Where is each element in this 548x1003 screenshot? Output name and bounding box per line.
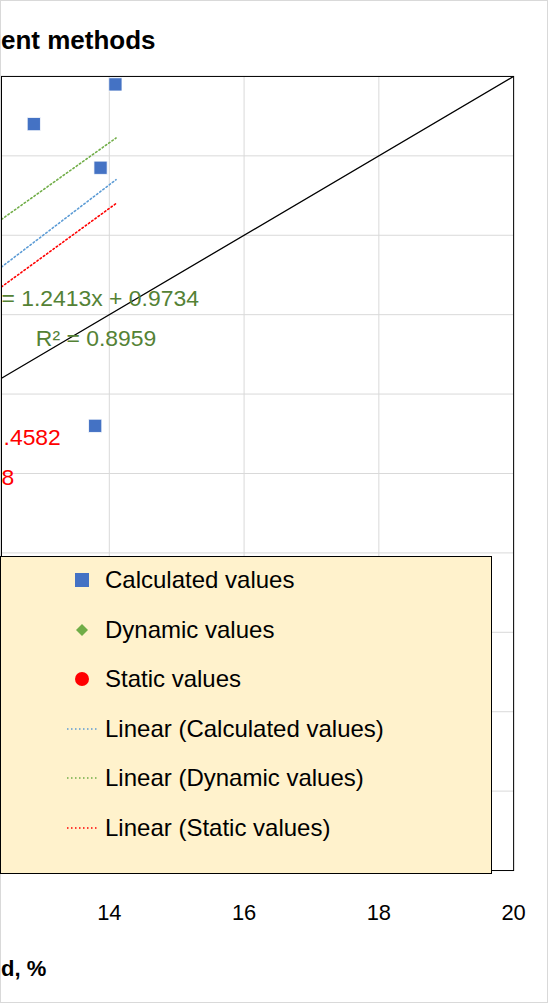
- svg-text:16: 16: [232, 900, 256, 925]
- html-text:Linear (Dynamic values): Linear (Dynamic values): [105, 764, 364, 791]
- svg-text:.4582: .4582: [4, 424, 61, 450]
- svg-text:8: 8: [2, 464, 15, 490]
- html-text:d, %: d, %: [1, 956, 47, 981]
- svg-text:14: 14: [97, 900, 121, 925]
- html-text:Linear (Static values): Linear (Static values): [105, 813, 331, 841]
- svg-text:20: 20: [501, 900, 525, 925]
- svg-text:R² = 0.8959: R² = 0.8959: [36, 325, 156, 351]
- html-text:ent methods: ent methods: [1, 25, 156, 55]
- svg-text:18: 18: [367, 900, 391, 925]
- html-text:Linear (Calculated values): Linear (Calculated values): [105, 714, 384, 742]
- html-text:Calculated values: Calculated values: [105, 566, 295, 593]
- svg-text:= 1.2413x + 0.9734: = 1.2413x + 0.9734: [2, 285, 200, 311]
- html-text:Static values: Static values: [105, 665, 242, 692]
- html-text:Dynamic values: Dynamic values: [105, 615, 275, 643]
